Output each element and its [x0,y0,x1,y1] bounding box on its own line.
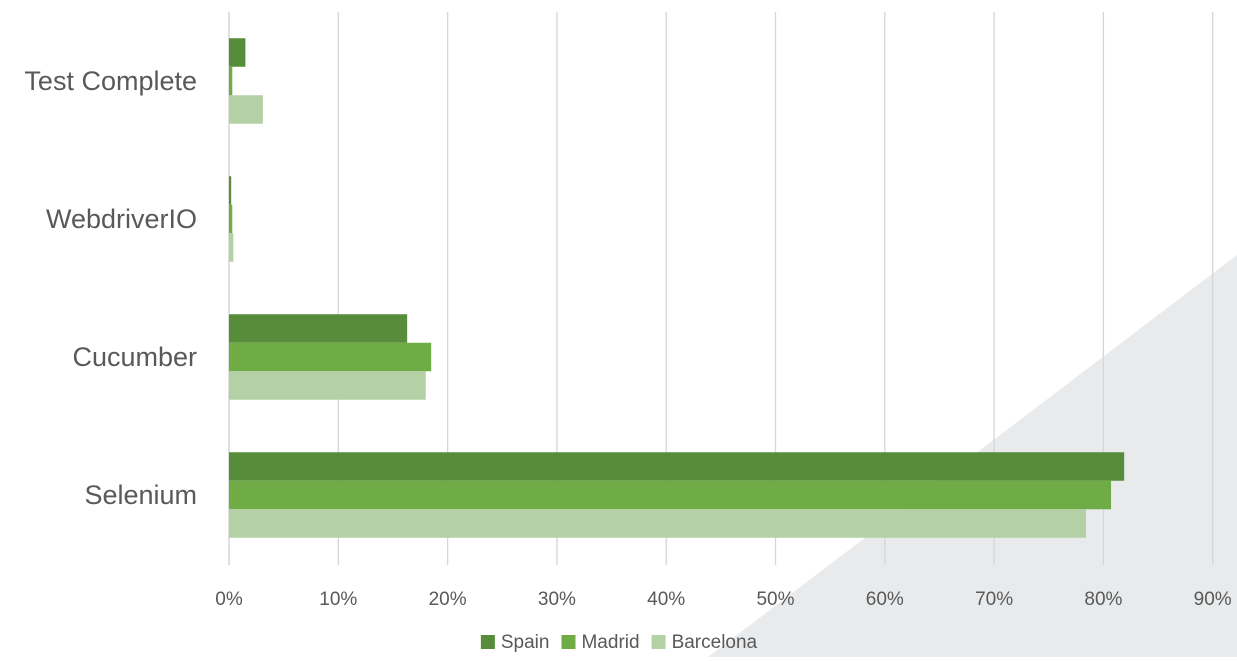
category-label: Test Complete [24,66,197,96]
x-tick-label: 70% [975,589,1013,610]
bar-spain-webdriverio [229,176,232,205]
category-label: WebdriverIO [46,204,197,234]
legend-swatch-barcelona [651,635,666,649]
x-tick-label: 10% [319,589,357,610]
category-label: Cucumber [72,342,197,372]
x-tick-label: 30% [538,589,576,610]
category-label: Selenium [84,480,197,510]
x-tick-label: 20% [429,589,467,610]
bar-madrid-selenium [229,480,1112,510]
legend-label-spain: Spain [501,632,550,653]
category-labels: Test Complete WebdriverIO Cucumber Selenium [24,66,197,510]
bars [229,38,1125,538]
bar-spain-cucumber [229,314,408,343]
bar-barcelona-cucumber [229,371,426,400]
bar-barcelona-selenium [229,509,1086,538]
x-tick-label: 50% [756,589,794,610]
x-axis-tick-labels: 0% 10% 20% 30% 40% 50% 60% 70% 80% 90% [215,589,1232,610]
legend-label-barcelona: Barcelona [672,632,758,653]
legend-label-madrid: Madrid [581,632,639,653]
x-tick-label: 80% [1084,589,1122,610]
x-tick-label: 90% [1194,589,1232,610]
bar-barcelona-test-complete [229,95,263,124]
bar-barcelona-webdriverio [229,233,234,262]
legend-swatch-madrid [561,635,576,649]
legend-swatch-spain [480,635,495,649]
x-tick-label: 60% [866,589,904,610]
bar-madrid-test-complete [229,66,233,96]
x-tick-label: 0% [215,589,243,610]
bar-spain-test-complete [229,38,246,67]
bar-madrid-webdriverio [229,204,233,234]
x-tick-label: 40% [647,589,685,610]
bar-spain-selenium [229,452,1125,481]
legend: Spain Madrid Barcelona [480,632,758,653]
bar-madrid-cucumber [229,342,432,372]
